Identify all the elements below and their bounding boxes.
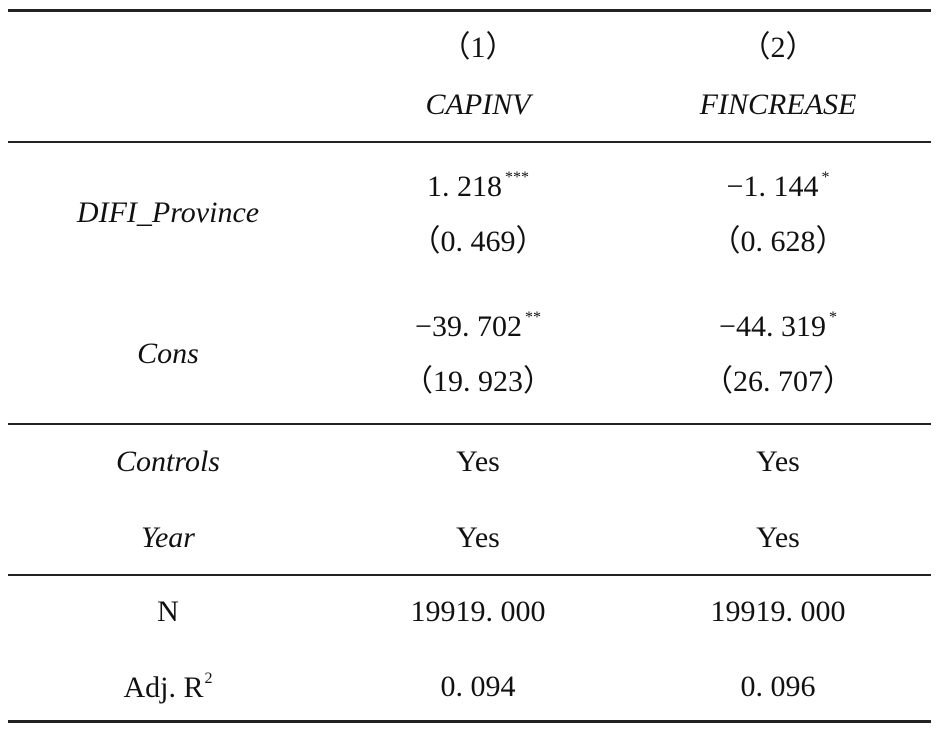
label-text: Adj. R xyxy=(123,671,204,704)
row-label: DIFI_Province xyxy=(76,196,260,229)
cell-value: Yes xyxy=(756,445,800,478)
header-rule xyxy=(8,141,931,143)
significance-stars: ** xyxy=(524,309,541,326)
coef-value: −1. 144 xyxy=(726,170,819,203)
cell-value: 19919. 000 xyxy=(710,595,846,628)
row-label: Adj. R2 xyxy=(123,671,212,703)
cell-value: 19919. 000 xyxy=(410,595,546,628)
row-label: N xyxy=(157,597,179,627)
significance-stars: * xyxy=(821,169,830,186)
coefficient: 1. 218 *** xyxy=(427,170,529,202)
row-label: Year xyxy=(141,521,195,554)
cell-value: Yes xyxy=(456,445,500,478)
section-rule xyxy=(8,423,931,425)
coefficient: −39. 702 ** xyxy=(415,310,541,342)
standard-error: （0. 628） xyxy=(710,225,846,258)
significance-stars: *** xyxy=(505,169,529,186)
column-name: FINCREASE xyxy=(699,88,857,121)
top-rule xyxy=(8,9,931,12)
standard-error: （26. 707） xyxy=(703,365,853,398)
label-text: N xyxy=(157,595,179,628)
cell-value: Yes xyxy=(756,521,800,554)
coefficient: −1. 144 * xyxy=(727,170,830,202)
coef-value: −44. 319 xyxy=(719,310,826,343)
row-label: Cons xyxy=(137,337,199,370)
cell-value: Yes xyxy=(456,521,500,554)
cell-value: 0. 094 xyxy=(440,670,516,703)
column-number: （1） xyxy=(440,31,516,64)
column-name: CAPINV xyxy=(425,88,531,121)
standard-error: （0. 469） xyxy=(410,225,546,258)
coefficient: −44. 319 * xyxy=(719,310,837,342)
label-superscript: 2 xyxy=(204,670,213,687)
significance-stars: * xyxy=(828,309,837,326)
cell-value: 0. 096 xyxy=(740,670,816,703)
section-rule xyxy=(8,574,931,576)
coef-value: −39. 702 xyxy=(415,310,522,343)
bottom-rule xyxy=(8,720,931,723)
row-label: Controls xyxy=(116,445,220,478)
coef-value: 1. 218 xyxy=(427,170,502,203)
column-number: （2） xyxy=(740,31,816,64)
standard-error: （19. 923） xyxy=(403,365,553,398)
